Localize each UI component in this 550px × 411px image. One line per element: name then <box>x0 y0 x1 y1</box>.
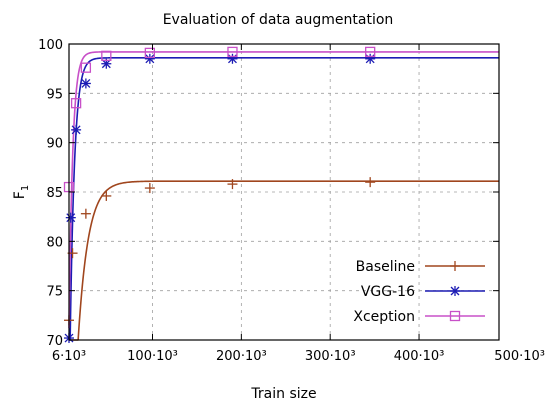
axis-ticks: 70 75 80 85 90 95 100 6·10³ 100·10³ 200·10³ 300·10… <box>38 38 545 364</box>
legend-marker-vgg-16 <box>450 286 460 296</box>
data-point-xception <box>365 46 376 58</box>
marker-stroke <box>101 59 111 69</box>
x-tick-label: 300·10³ <box>305 349 356 364</box>
data-point-baseline <box>227 179 238 190</box>
y-axis-title: F1 <box>12 185 31 199</box>
data-point-xception <box>80 62 92 73</box>
y-tick-label: 70 <box>46 334 63 349</box>
data-point-xception <box>101 50 112 61</box>
y-tick-label: 85 <box>46 186 63 201</box>
data-point-baseline <box>80 208 91 219</box>
y-tick-label: 95 <box>46 87 63 102</box>
legend-marker-baseline <box>450 261 460 271</box>
data-point-xception <box>70 98 82 109</box>
legend-label-vgg-16: VGG-16 <box>361 284 415 300</box>
legend-label-xception: Xception <box>353 309 415 325</box>
marker-stroke <box>81 79 91 88</box>
x-tick-label: 400·10³ <box>394 349 445 364</box>
marker-stroke <box>450 286 460 296</box>
data-point-baseline <box>101 190 112 201</box>
data-point-vgg-16 <box>365 53 376 64</box>
data-point-vgg-16 <box>144 53 155 64</box>
data-point-vgg-16 <box>71 124 82 135</box>
x-tick-label: 100·10³ <box>127 349 178 364</box>
x-tick-label: 500·10³ <box>494 349 545 364</box>
data-point-vgg-16 <box>101 58 112 69</box>
x-tick-label: 200·10³ <box>216 349 267 364</box>
legend-label-baseline: Baseline <box>356 259 415 275</box>
y-axis-title-main: F <box>12 191 28 199</box>
marker-stroke <box>145 54 155 64</box>
data-point-xception <box>144 47 155 59</box>
series-line-xception <box>68 51 499 329</box>
y-tick-label: 90 <box>46 137 63 152</box>
series-lines <box>68 51 499 341</box>
data-point-xception <box>227 46 238 58</box>
data-point-baseline <box>365 177 376 188</box>
data-point-baseline <box>144 183 155 194</box>
y-axis-title-subscript: 1 <box>20 185 31 191</box>
x-axis-title: Train size <box>250 386 316 402</box>
series-markers <box>63 46 376 344</box>
marker-stroke <box>66 213 76 223</box>
data-point-vgg-16 <box>227 53 238 64</box>
marker-stroke <box>71 125 81 135</box>
data-point-vgg-16 <box>65 212 76 223</box>
legend-marker-xception <box>449 310 461 322</box>
x-tick-label: 6·10³ <box>52 349 86 364</box>
chart-title: Evaluation of data augmentation <box>163 12 394 28</box>
grid-lines <box>69 44 499 340</box>
y-tick-label: 100 <box>38 38 63 53</box>
y-tick-label: 75 <box>46 285 63 300</box>
y-tick-label: 80 <box>46 235 63 250</box>
series-line-vgg-16 <box>69 57 499 341</box>
data-point-vgg-16 <box>80 78 91 89</box>
legend: Baseline VGG-16 Xception <box>353 259 485 325</box>
